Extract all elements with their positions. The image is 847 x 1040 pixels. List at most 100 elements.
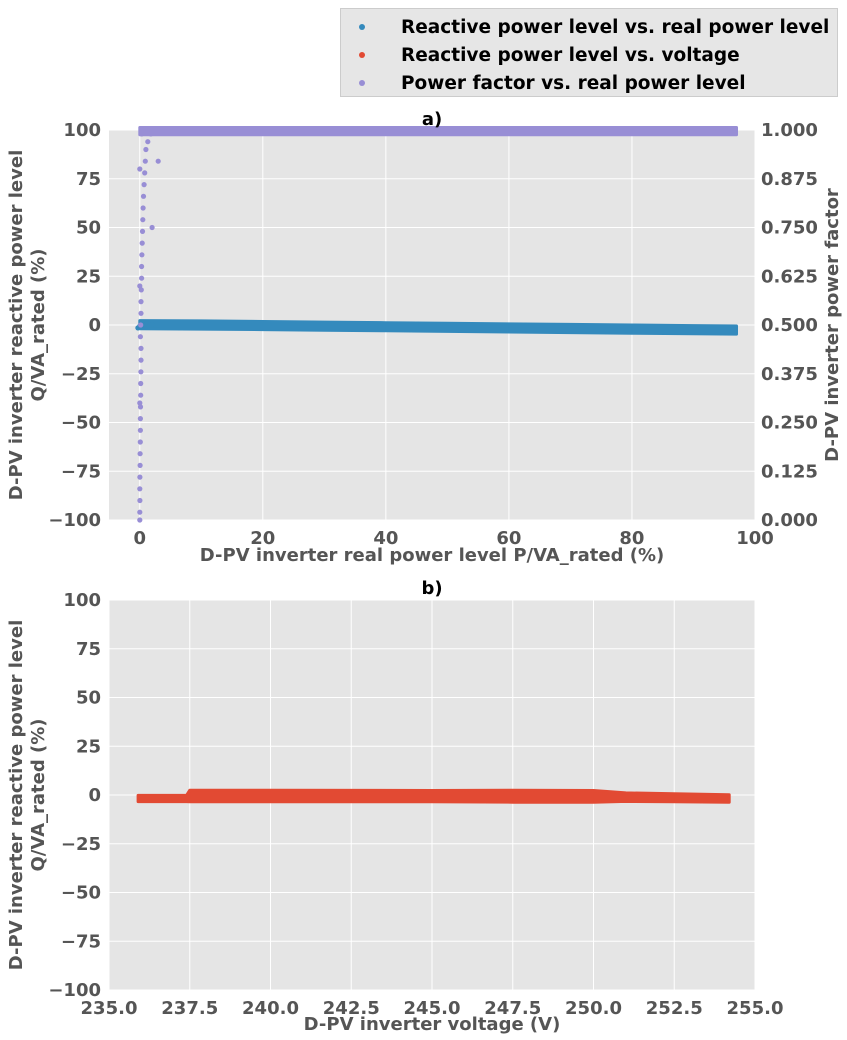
data-point [140, 217, 146, 223]
y2-tick-label: 0.375 [761, 364, 818, 385]
data-point [137, 486, 143, 492]
y-tick-label: −50 [61, 883, 101, 904]
data-point [137, 400, 143, 406]
data-point [149, 224, 155, 231]
y-tick-label: −50 [61, 413, 101, 434]
y-tick-label: 50 [76, 218, 101, 239]
chart-panel-a: 0 20 40 60 80 100−100−75−50−2502550751000.000… [6, 109, 843, 566]
data-point [139, 131, 145, 137]
y-tick-label: 0 [88, 315, 101, 336]
data-point [180, 794, 186, 800]
x-tick-label: 237.5 [161, 998, 218, 1019]
data-point [139, 252, 145, 258]
y-axis-label: D-PV inverter reactive power levelQ/VA_r… [6, 620, 49, 971]
data-point [716, 795, 723, 801]
y-tick-label: −75 [61, 931, 101, 952]
data-point [137, 404, 144, 410]
data-point [140, 127, 146, 133]
y-tick-label: 25 [76, 266, 101, 287]
legend-marker-blue-icon [359, 24, 365, 30]
data-point [139, 263, 145, 270]
x-tick-label: 242.5 [323, 998, 380, 1019]
y-tick-label: 100 [63, 590, 101, 611]
data-band [138, 126, 738, 137]
data-point [715, 127, 721, 133]
legend-label: Reactive power level vs. voltage [401, 44, 740, 66]
data-point [155, 158, 161, 164]
y2-tick-label: 0.250 [761, 413, 818, 434]
y2-axis-label: D-PV inverter power factor [822, 188, 843, 462]
y2-tick-label: 0.875 [761, 169, 818, 190]
x-tick-label: 20 [250, 528, 275, 549]
x-axis-label: D-PV inverter voltage (V) [304, 1014, 561, 1035]
data-point [138, 287, 144, 293]
y-tick-label: −100 [48, 980, 101, 1001]
data-point [145, 139, 151, 145]
x-tick-label: 100 [736, 528, 774, 549]
y2-tick-label: 0.125 [761, 461, 818, 482]
x-tick-label: 250.0 [565, 998, 622, 1019]
data-point [138, 369, 144, 375]
y2-tick-label: 0.625 [761, 266, 818, 287]
y-tick-label: −25 [61, 364, 101, 385]
data-point [138, 380, 144, 387]
y-axis-label: D-PV inverter reactive power levelQ/VA_r… [6, 150, 49, 501]
legend-item-reactive-vs-voltage[interactable]: Reactive power level vs. voltage [359, 41, 837, 69]
data-point [139, 275, 145, 281]
y-axis-label-line: Q/VA_rated (%) [28, 719, 49, 872]
legend-marker-red-icon [359, 52, 365, 58]
data-point [158, 323, 164, 329]
y-tick-label: 0 [88, 785, 101, 806]
x-tick-label: 0 [133, 528, 146, 549]
data-point [149, 321, 155, 327]
data-point [142, 170, 148, 176]
x-tick-label: 240.0 [242, 998, 299, 1019]
data-point [143, 146, 149, 153]
y-tick-label: 25 [76, 736, 101, 757]
y-tick-label: −25 [61, 834, 101, 855]
data-point [137, 166, 143, 172]
data-point [171, 795, 177, 801]
data-point [137, 462, 143, 468]
y-tick-label: 75 [76, 169, 101, 190]
data-point [142, 158, 148, 164]
y-tick-label: 50 [76, 688, 101, 709]
x-tick-label: 60 [496, 528, 521, 549]
data-point [137, 427, 143, 433]
y2-tick-label: 1.000 [761, 120, 818, 141]
series-power-factor-vs-real-power-level [137, 126, 738, 523]
chart-title: a) [422, 109, 442, 130]
legend-marker-purple-icon [359, 80, 365, 86]
data-point [610, 790, 616, 797]
x-tick-label: 245.0 [404, 998, 461, 1019]
data-point [138, 299, 144, 305]
x-axis-label: D-PV inverter real power level P/VA_rate… [200, 545, 664, 566]
data-point [137, 451, 143, 457]
data-point [137, 283, 143, 289]
y-axis-label-line: D-PV inverter reactive power level [6, 150, 27, 501]
data-point [138, 357, 144, 363]
legend-item-pf-vs-real[interactable]: Power factor vs. real power level [359, 69, 837, 97]
y-axis-label-line: D-PV inverter reactive power level [6, 620, 27, 971]
x-tick-label: 235.0 [81, 998, 138, 1019]
y-tick-label: 75 [76, 639, 101, 660]
x-tick-label: 80 [619, 528, 644, 549]
legend-item-reactive-vs-real[interactable]: Reactive power level vs. real power leve… [359, 13, 837, 41]
data-point [138, 322, 144, 328]
y-tick-label: −75 [61, 461, 101, 482]
y2-tick-label: 0.500 [761, 315, 818, 336]
y-tick-label: 100 [63, 120, 101, 141]
data-point [139, 228, 146, 234]
data-point [141, 182, 147, 188]
data-point [143, 323, 149, 329]
data-point [138, 392, 144, 398]
y2-tick-label: 0.750 [761, 218, 818, 239]
chart-panel-b: 235.0 237.5 240.0 242.5 245.0 247.5 250.0 252.5… [6, 578, 783, 1035]
y2-tick-label: 0.000 [761, 510, 818, 531]
data-point [148, 131, 154, 137]
y-axis-label-line: Q/VA_rated (%) [28, 249, 49, 402]
data-point [137, 517, 143, 523]
data-point [137, 416, 143, 422]
legend: Reactive power level vs. real power leve… [340, 8, 838, 97]
